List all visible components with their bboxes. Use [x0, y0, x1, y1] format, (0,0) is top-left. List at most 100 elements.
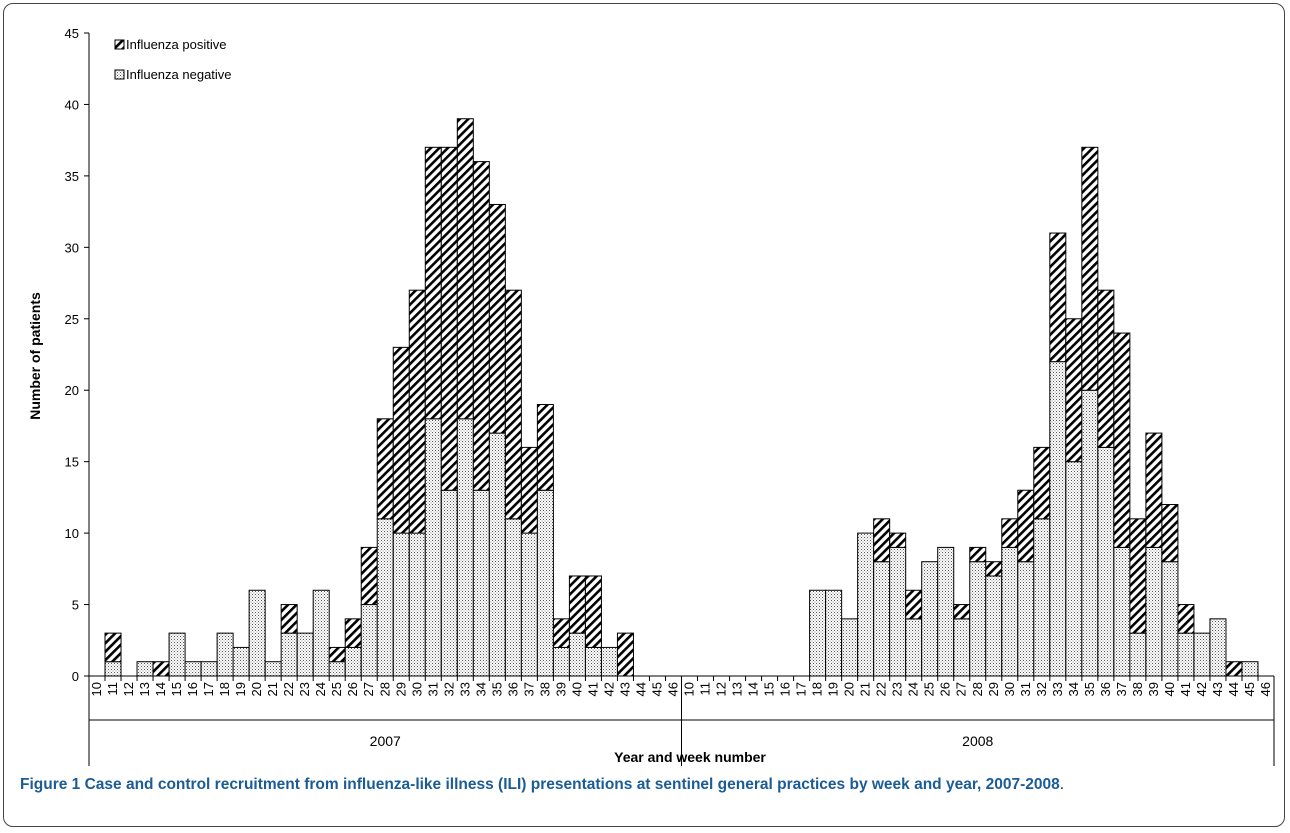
- x-tick-label: 22: [281, 682, 296, 696]
- x-tick-label: 11: [105, 682, 120, 696]
- bar-influenza-negative: [985, 575, 1003, 677]
- x-ticks: 10 11 12 13 14 15 16 17 18 19 20 21 22 23 24 25 26 27 28 29…: [88, 676, 1275, 696]
- bar-influenza-negative: [809, 589, 827, 677]
- x-tick-label: 17: [201, 682, 216, 696]
- bar-influenza-positive: [1113, 332, 1131, 548]
- x-tick-label: 18: [217, 682, 232, 696]
- y-tick-label: 0: [72, 669, 79, 684]
- bar-influenza-positive: [616, 632, 634, 677]
- bar-influenza-negative: [328, 661, 346, 677]
- year-group-axis: 2007 2008: [88, 676, 1275, 766]
- caption-text: Case and control recruitment from influe…: [84, 776, 1060, 793]
- year-group-label: 2007: [370, 733, 401, 749]
- x-tick-label: 28: [377, 682, 392, 696]
- bar-influenza-negative: [1129, 632, 1147, 677]
- x-tick-label: 45: [1242, 682, 1257, 696]
- bar-influenza-positive: [424, 146, 442, 420]
- bar-influenza-negative: [1081, 389, 1099, 677]
- x-tick-label: 25: [329, 682, 344, 696]
- y-tick-label: 15: [65, 455, 79, 470]
- x-tick-label: 30: [1002, 682, 1017, 696]
- x-tick-label: 24: [906, 682, 921, 696]
- x-tick-label: 20: [842, 682, 857, 696]
- bar-influenza-negative: [280, 632, 298, 677]
- y-tick-label: 45: [65, 26, 79, 41]
- bar-influenza-negative: [392, 532, 410, 677]
- legend-swatch-negative: [114, 69, 125, 80]
- bar-influenza-negative: [360, 604, 378, 677]
- bar-influenza-positive: [280, 604, 298, 634]
- bar-influenza-positive: [472, 161, 490, 491]
- x-tick-label: 32: [441, 682, 456, 696]
- bar-influenza-negative: [520, 532, 538, 677]
- legend-label-negative: Influenza negative: [126, 67, 232, 82]
- bar-influenza-negative: [1065, 461, 1083, 677]
- x-tick-label: 27: [361, 682, 376, 696]
- x-tick-label: 39: [553, 682, 568, 696]
- year-group-label: 2008: [962, 733, 993, 749]
- x-tick-label: 15: [169, 682, 184, 696]
- bar-influenza-positive: [905, 589, 923, 620]
- x-tick-label: 41: [585, 682, 600, 696]
- legend: Influenza positive Influenza negative: [114, 37, 232, 82]
- x-tick-label: 34: [1066, 682, 1081, 696]
- x-tick-label: 12: [714, 682, 729, 696]
- bar-influenza-positive: [969, 546, 987, 563]
- x-tick-label: 12: [121, 682, 136, 696]
- x-tick-label: 43: [1210, 682, 1225, 696]
- x-tick-label: 40: [569, 682, 584, 696]
- x-tick-label: 40: [1162, 682, 1177, 696]
- bar-influenza-positive: [152, 661, 170, 677]
- y-tick-label: 30: [65, 240, 79, 255]
- x-tick-label: 16: [185, 682, 200, 696]
- bar-influenza-negative: [1001, 546, 1019, 677]
- x-tick-label: 38: [1130, 682, 1145, 696]
- figure-frame: [3, 3, 1285, 827]
- bar-influenza-negative: [1097, 446, 1115, 677]
- x-tick-label: 21: [858, 682, 873, 696]
- bar-influenza-negative: [873, 561, 891, 677]
- bar-influenza-negative: [184, 661, 202, 677]
- x-tick-label: 36: [1098, 682, 1113, 696]
- legend-swatch-positive: [114, 39, 125, 50]
- x-tick-label: 22: [874, 682, 889, 696]
- bar-influenza-positive: [953, 604, 971, 620]
- bar-influenza-negative: [584, 646, 602, 677]
- x-tick-label: 23: [297, 682, 312, 696]
- bar-influenza-negative: [440, 489, 458, 677]
- x-tick-label: 23: [890, 682, 905, 696]
- bar-influenza-negative: [472, 489, 490, 677]
- x-tick-label: 46: [1258, 682, 1273, 696]
- bar-influenza-negative: [1177, 632, 1195, 677]
- x-tick-label: 42: [601, 682, 616, 696]
- x-tick-label: 27: [954, 682, 969, 696]
- x-axis-title: Year and week number: [614, 749, 766, 765]
- bar-influenza-negative: [921, 561, 939, 677]
- x-tick-label: 26: [938, 682, 953, 696]
- x-tick-label: 37: [521, 682, 536, 696]
- bar-influenza-negative: [552, 646, 570, 677]
- bar-influenza-positive: [504, 289, 522, 520]
- bar-influenza-positive: [889, 532, 907, 548]
- bar-influenza-negative: [168, 632, 186, 677]
- bar-influenza-positive: [584, 575, 602, 648]
- x-tick-label: 26: [345, 682, 360, 696]
- bar-influenza-positive: [1033, 446, 1051, 520]
- x-tick-label: 29: [986, 682, 1001, 696]
- x-tick-label: 15: [762, 682, 777, 696]
- bar-influenza-positive: [1225, 661, 1243, 677]
- bar-influenza-negative: [969, 561, 987, 677]
- bar-influenza-negative: [1113, 546, 1131, 677]
- bar-influenza-negative: [376, 518, 394, 677]
- bar-influenza-positive: [520, 446, 538, 534]
- bar-influenza-negative: [296, 632, 314, 677]
- bar-influenza-positive: [360, 546, 378, 606]
- x-tick-label: 10: [89, 682, 104, 696]
- x-tick-label: 36: [505, 682, 520, 696]
- y-tick-label: 5: [72, 598, 79, 613]
- x-tick-label: 42: [1194, 682, 1209, 696]
- x-tick-label: 33: [1050, 682, 1065, 696]
- bar-influenza-positive: [440, 146, 458, 491]
- bar-influenza-positive: [873, 518, 891, 563]
- bar-influenza-negative: [1193, 632, 1211, 677]
